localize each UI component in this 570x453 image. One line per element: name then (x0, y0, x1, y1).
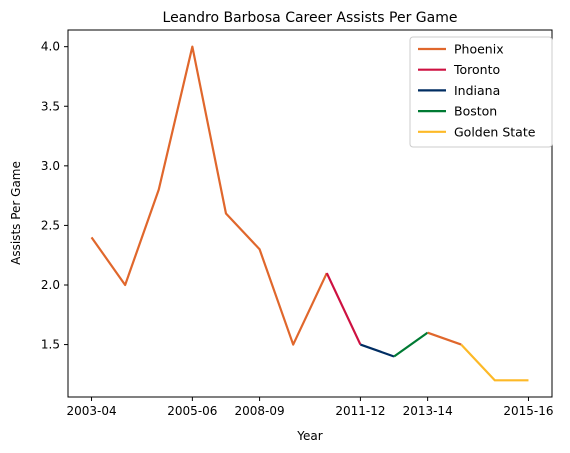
series-line-boston (393, 331, 429, 358)
chart-title: Leandro Barbosa Career Assists Per Game (163, 10, 458, 26)
legend-label-golden-state: Golden State (454, 124, 536, 139)
x-tick-label: 2003-04 (66, 404, 116, 418)
legend-label-phoenix: Phoenix (454, 42, 504, 57)
legend-label-boston: Boston (454, 104, 497, 119)
x-tick-label: 2013-14 (403, 404, 453, 418)
series-line-phoenix (90, 45, 328, 346)
y-tick-label: 3.5 (41, 99, 60, 113)
y-axis-ticks: 1.5 2.0 2.5 3.0 3.5 4.0 (41, 40, 68, 352)
x-axis-label: Year (296, 429, 322, 443)
y-axis-label: Assists Per Game (9, 161, 23, 265)
series-line-phoenix (427, 331, 462, 346)
x-tick-label: 2008-09 (235, 404, 285, 418)
series-line-toronto (325, 272, 362, 346)
y-tick-label: 2.5 (41, 218, 60, 232)
series-line-golden-state (460, 343, 529, 382)
series-line-indiana (360, 343, 395, 358)
x-tick-label: 2015-16 (503, 404, 553, 418)
legend: Phoenix Toronto Indiana Boston Golden State (409, 36, 553, 148)
legend-label-indiana: Indiana (454, 83, 500, 98)
legend-frame (409, 36, 553, 148)
y-tick-label: 3.0 (41, 159, 60, 173)
y-tick-label: 1.5 (41, 338, 60, 352)
series-lines (90, 45, 529, 382)
x-tick-label: 2005-06 (167, 404, 217, 418)
plot-frame (67, 29, 553, 398)
y-tick-label: 2.0 (41, 278, 60, 292)
legend-label-toronto: Toronto (453, 62, 500, 77)
x-tick-label: 2011-12 (335, 404, 385, 418)
x-axis-ticks: 2003-04 2005-06 2008-09 2011-12 2013-14 2015-… (66, 397, 554, 418)
plot-area (67, 29, 553, 398)
y-tick-label: 4.0 (41, 40, 60, 54)
